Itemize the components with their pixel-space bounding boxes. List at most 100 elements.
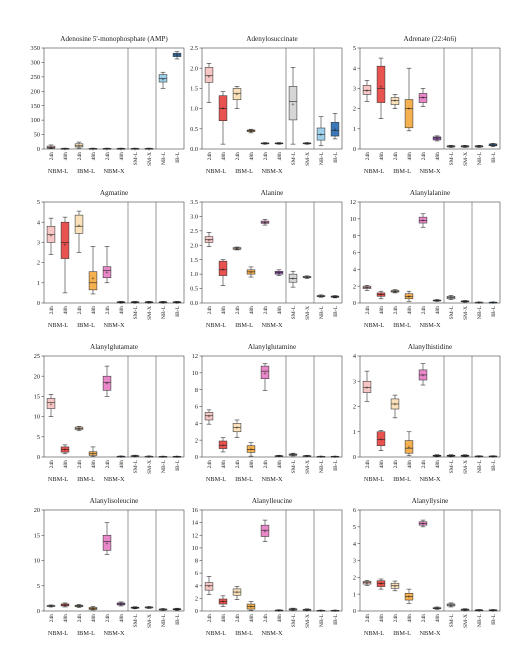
y-tick-label: 0: [353, 300, 356, 307]
box-0: +: [46, 144, 56, 151]
x-tick-label: 24h: [263, 614, 269, 623]
mean-marker: +: [277, 608, 281, 614]
mean-marker: +: [175, 53, 179, 59]
x-tick-label: 48h: [435, 614, 441, 623]
group-label: IBM-L: [235, 168, 253, 175]
group-label: IBM-L: [393, 168, 411, 175]
mean-marker: +: [263, 141, 267, 147]
box-6: +: [446, 603, 456, 609]
x-tick-label: 48h: [91, 306, 97, 315]
box-3: +: [246, 128, 256, 134]
mean-marker: +: [77, 143, 81, 149]
mean-marker: +: [365, 385, 369, 391]
y-tick-label: 2: [353, 404, 356, 411]
y-tick-label: 2.5: [190, 228, 198, 235]
mean-marker: +: [379, 292, 383, 298]
x-tick-label: SM-L: [449, 305, 455, 319]
box-5: +: [116, 300, 126, 306]
x-tick-label: 24h: [421, 306, 427, 315]
box-body: [102, 375, 112, 391]
mean-marker: +: [305, 607, 309, 613]
box-5: +: [116, 454, 126, 460]
x-tick-label: NB-L: [319, 151, 325, 165]
box-7: +: [302, 275, 312, 281]
mean-marker: +: [119, 300, 123, 306]
mean-marker: +: [333, 454, 337, 460]
x-tick-label: 24h: [263, 460, 269, 469]
box-8: +: [474, 300, 484, 306]
y-tick-label: 2.5: [190, 45, 198, 52]
y-tick-label: 4: [353, 353, 357, 360]
box-body: [362, 85, 372, 95]
x-tick-label: SM-X: [305, 306, 311, 320]
x-tick-label: 48h: [221, 152, 227, 161]
box-2: +: [390, 289, 400, 295]
box-2: +: [232, 586, 242, 600]
mean-marker: +: [435, 136, 439, 142]
y-tick-label: 4: [353, 65, 357, 72]
box-1: +: [376, 430, 386, 451]
box-9: +: [172, 454, 182, 460]
box-9: +: [488, 300, 498, 306]
x-tick-label: SM-X: [147, 460, 153, 474]
mean-marker: +: [277, 141, 281, 147]
y-tick-label: 3.5: [190, 199, 198, 206]
y-tick-label: 1.0: [190, 271, 198, 278]
group-label: IBM-L: [235, 476, 253, 483]
box-0: +: [204, 575, 214, 595]
mean-marker: +: [449, 144, 453, 150]
plot-frame: [43, 355, 185, 458]
y-tick-label: 0.5: [190, 286, 198, 293]
mean-marker: +: [119, 146, 123, 152]
group-label: NBM-L: [364, 476, 384, 483]
box-1: +: [376, 57, 386, 119]
mean-marker: +: [319, 454, 323, 460]
x-tick-label: 24h: [393, 614, 399, 623]
box-4: +: [418, 519, 428, 528]
y-tick-label: 4: [37, 219, 41, 226]
y-tick-label: 300: [31, 60, 40, 67]
box-4: +: [102, 365, 112, 397]
box-8: +: [474, 144, 484, 150]
box-7: +: [302, 607, 312, 613]
box-2: +: [232, 246, 242, 252]
mean-marker: +: [263, 220, 267, 226]
mean-marker: +: [477, 454, 481, 460]
box-0: +: [46, 604, 56, 610]
mean-marker: +: [49, 401, 53, 407]
box-8: +: [158, 71, 168, 89]
box-body: [88, 271, 98, 291]
x-tick-label: 24h: [49, 306, 55, 315]
box-9: +: [488, 454, 498, 460]
y-tick-label: 8: [195, 387, 198, 394]
box-body: [260, 365, 270, 380]
box-0: +: [46, 394, 56, 417]
x-tick-label: 24h: [49, 152, 55, 161]
box-8: +: [316, 294, 326, 300]
mean-marker: +: [133, 146, 137, 152]
panel-title: Alanylhistidine: [408, 343, 452, 351]
mean-marker: +: [277, 454, 281, 460]
box-1: +: [60, 216, 70, 294]
mean-marker: +: [207, 74, 211, 80]
mean-marker: +: [133, 300, 137, 306]
box-5: +: [116, 146, 126, 152]
x-tick-label: 48h: [379, 614, 385, 623]
x-tick-label: SM-X: [305, 152, 311, 166]
mean-marker: +: [291, 276, 295, 282]
box-6: +: [446, 453, 456, 459]
y-tick-label: 2: [353, 106, 356, 113]
x-tick-label: 24h: [77, 614, 83, 623]
panel-5: Alanylalanine 0 2 4 6 8 10 12 + + + + + + + + + +24h 48h 24…: [350, 189, 501, 329]
group-label: IBM-L: [77, 168, 95, 175]
x-tick-label: SM-L: [449, 459, 455, 473]
box-0: +: [204, 63, 214, 103]
plot-frame: [43, 47, 185, 150]
y-tick-label: 0: [353, 146, 356, 153]
x-tick-label: 24h: [105, 306, 111, 315]
box-body: [362, 380, 372, 393]
x-tick-label: 24h: [105, 152, 111, 161]
panel-title: Adenosine 5'-monophosphate (AMP): [60, 35, 168, 43]
panel-title: Agmatine: [100, 189, 128, 197]
y-tick-label: 100: [31, 117, 40, 124]
